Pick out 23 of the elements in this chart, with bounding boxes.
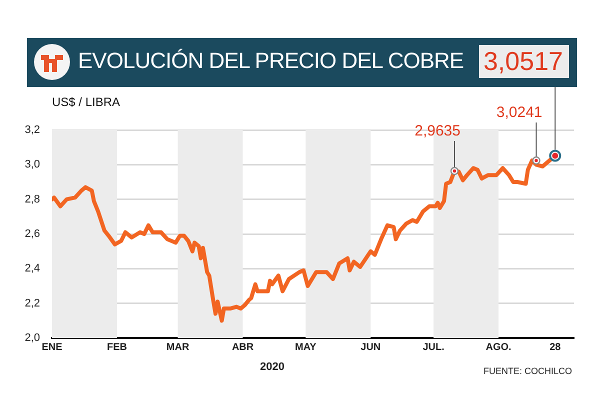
annotation: 3,0517 <box>479 45 569 78</box>
y-tick-label: 2,2 <box>24 297 40 310</box>
y-tick-label: 2,6 <box>24 228 40 240</box>
y-tick-label: 3,2 <box>24 124 40 136</box>
x-tick-label: 28 <box>550 342 562 353</box>
x-tick-label: ABR <box>232 342 254 353</box>
x-tick-label: AGO. <box>486 342 512 353</box>
x-tick-label: ENE <box>42 342 63 353</box>
x-tick-label: FEB <box>106 342 127 353</box>
x-tick-label: JUL. <box>422 342 445 353</box>
source-note: FUENTE: COCHILCO <box>483 366 572 376</box>
y-tick-label: 2,8 <box>24 193 40 206</box>
chart-title: EVOLUCIÓN DEL PRECIO DEL COBRE <box>78 48 464 74</box>
annotation: 2,9635 <box>414 122 461 140</box>
x-tick-label: MAR <box>166 342 190 353</box>
y-axis-title: US$ / LIBRA <box>52 95 120 109</box>
x-axis-title: 2020 <box>260 361 284 373</box>
y-tick-label: 3,0 <box>24 158 40 171</box>
x-tick-label: JUN <box>360 342 381 353</box>
y-tick-label: 2,0 <box>24 332 40 344</box>
x-tick-label: MAY <box>295 342 317 353</box>
annotation: 3,0241 <box>496 104 542 122</box>
y-tick-label: 2,4 <box>24 262 40 275</box>
